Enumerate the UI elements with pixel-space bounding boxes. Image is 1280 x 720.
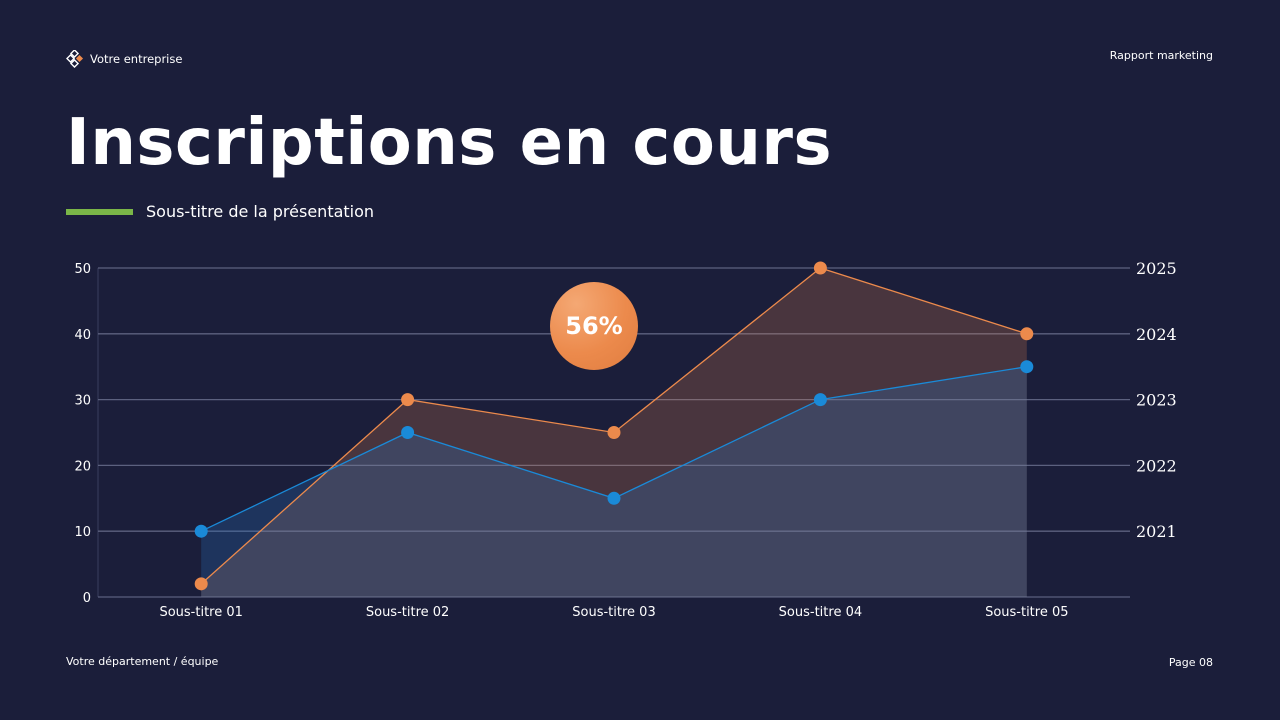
- y2-tick-label: 2024: [1136, 325, 1177, 344]
- data-point: [194, 577, 208, 591]
- x-tick-label: Sous-titre 04: [779, 605, 862, 620]
- y-tick-label: 20: [74, 459, 91, 474]
- subtitle-row: Sous-titre de la présentation: [66, 202, 374, 221]
- data-point: [607, 491, 621, 505]
- footer-department: Votre département / équipe: [66, 655, 219, 668]
- x-tick-label: Sous-titre 01: [159, 605, 242, 620]
- y2-tick-label: 2023: [1136, 391, 1177, 410]
- page-number: Page 08: [1168, 656, 1213, 669]
- y2-tick-label: 2022: [1136, 456, 1177, 475]
- company-name: Votre entreprise: [90, 52, 183, 66]
- subtitle: Sous-titre de la présentation: [146, 202, 375, 221]
- data-point: [813, 261, 827, 275]
- page-title: Inscriptions en cours: [66, 106, 833, 180]
- y-tick-label: 40: [74, 328, 91, 343]
- y-tick-label: 30: [74, 394, 91, 409]
- data-point: [1020, 327, 1034, 341]
- data-point: [1020, 360, 1034, 374]
- report-label: Rapport marketing: [1109, 49, 1213, 62]
- company-logo: Votre entreprise: [66, 50, 182, 68]
- diamond-logo-icon: [66, 50, 84, 68]
- data-point: [813, 393, 827, 407]
- y2-tick-label: 2021: [1136, 522, 1177, 541]
- y-tick-label: 0: [83, 591, 91, 606]
- y2-tick-label: 2025: [1136, 259, 1177, 278]
- y-tick-label: 50: [74, 262, 91, 277]
- x-tick-label: Sous-titre 05: [985, 605, 1068, 620]
- x-tick-label: Sous-titre 03: [572, 605, 655, 620]
- percentage-badge: 56%: [550, 282, 638, 370]
- badge-value: 56%: [565, 312, 623, 340]
- data-point: [401, 426, 415, 439]
- data-point: [194, 524, 208, 538]
- series-area: [201, 366, 1027, 597]
- data-point: [401, 393, 415, 407]
- y-tick-label: 10: [74, 525, 91, 540]
- x-tick-label: Sous-titre 02: [366, 605, 449, 620]
- accent-bar: [66, 208, 133, 215]
- data-point: [607, 426, 621, 439]
